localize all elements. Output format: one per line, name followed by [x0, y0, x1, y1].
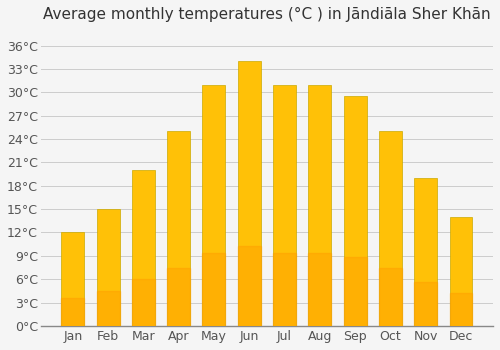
- Bar: [308, 253, 332, 326]
- Bar: [414, 281, 437, 326]
- Bar: [96, 209, 120, 326]
- Bar: [414, 178, 437, 326]
- Title: Average monthly temperatures (°C ) in Jāndiāla Sher Khān: Average monthly temperatures (°C ) in Jā…: [43, 7, 490, 22]
- Bar: [96, 291, 120, 326]
- Bar: [167, 131, 190, 326]
- Bar: [450, 217, 472, 326]
- Bar: [273, 253, 296, 326]
- Bar: [132, 170, 155, 326]
- Bar: [308, 85, 332, 326]
- Bar: [344, 96, 366, 326]
- Bar: [379, 131, 402, 326]
- Bar: [62, 232, 84, 326]
- Bar: [167, 267, 190, 326]
- Bar: [202, 85, 226, 326]
- Bar: [62, 298, 84, 326]
- Bar: [344, 257, 366, 326]
- Bar: [273, 85, 296, 326]
- Bar: [202, 253, 226, 326]
- Bar: [450, 293, 472, 326]
- Bar: [238, 246, 260, 326]
- Bar: [132, 279, 155, 326]
- Bar: [379, 267, 402, 326]
- Bar: [238, 61, 260, 326]
